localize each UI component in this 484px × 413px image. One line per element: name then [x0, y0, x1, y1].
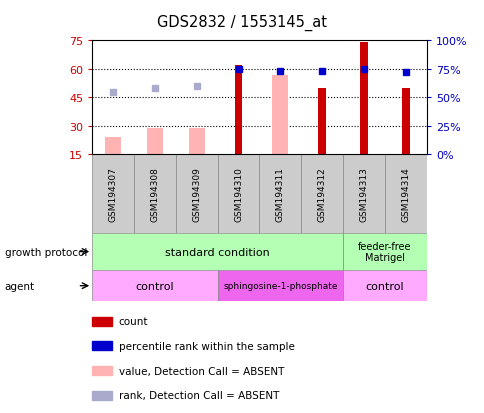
- Bar: [342, 233, 426, 271]
- Bar: [342, 155, 384, 233]
- Bar: [134, 155, 175, 233]
- Bar: [92, 233, 342, 271]
- Text: GSM194309: GSM194309: [192, 167, 201, 221]
- Text: GDS2832 / 1553145_at: GDS2832 / 1553145_at: [157, 14, 327, 31]
- Text: rank, Detection Call = ABSENT: rank, Detection Call = ABSENT: [119, 390, 279, 400]
- Text: GSM194307: GSM194307: [108, 167, 117, 221]
- Bar: [318, 89, 325, 155]
- Text: control: control: [136, 281, 174, 291]
- Text: GSM194311: GSM194311: [275, 167, 284, 221]
- Bar: [401, 89, 409, 155]
- Bar: [147, 128, 163, 155]
- Text: control: control: [365, 281, 404, 291]
- Text: feeder-free
Matrigel: feeder-free Matrigel: [358, 241, 411, 263]
- Bar: [234, 66, 242, 155]
- Bar: [188, 128, 204, 155]
- Bar: [92, 366, 111, 375]
- Text: value, Detection Call = ABSENT: value, Detection Call = ABSENT: [119, 366, 284, 375]
- Bar: [92, 155, 134, 233]
- Bar: [92, 317, 111, 326]
- Text: percentile rank within the sample: percentile rank within the sample: [119, 341, 294, 351]
- Text: growth protocol: growth protocol: [5, 247, 87, 257]
- Text: sphingosine-1-phosphate: sphingosine-1-phosphate: [223, 282, 337, 290]
- Bar: [384, 155, 426, 233]
- Bar: [360, 43, 367, 155]
- Text: GSM194310: GSM194310: [234, 167, 242, 221]
- Bar: [217, 271, 342, 301]
- Text: GSM194314: GSM194314: [401, 167, 409, 221]
- Bar: [217, 155, 259, 233]
- Text: GSM194312: GSM194312: [317, 167, 326, 221]
- Bar: [92, 391, 111, 400]
- Bar: [175, 155, 217, 233]
- Bar: [259, 155, 301, 233]
- Text: standard condition: standard condition: [165, 247, 270, 257]
- Text: count: count: [119, 317, 148, 327]
- Text: agent: agent: [5, 281, 35, 291]
- Bar: [272, 75, 288, 155]
- Bar: [92, 271, 217, 301]
- Bar: [92, 342, 111, 351]
- Bar: [301, 155, 343, 233]
- Text: GSM194313: GSM194313: [359, 167, 368, 221]
- Text: GSM194308: GSM194308: [150, 167, 159, 221]
- Bar: [105, 138, 121, 155]
- Bar: [342, 271, 426, 301]
